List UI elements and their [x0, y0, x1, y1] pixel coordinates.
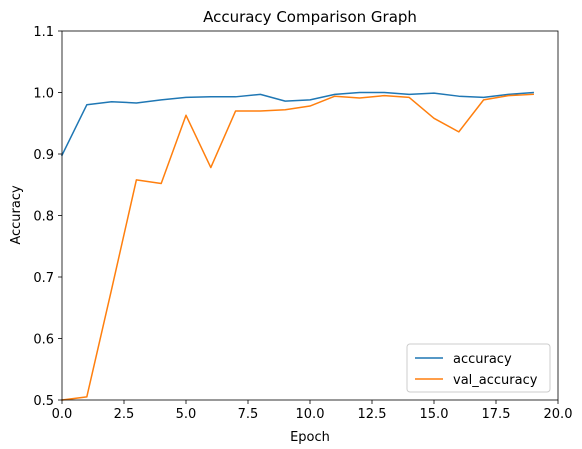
y-tick-label: 0.7: [33, 271, 54, 286]
x-tick-label: 20.0: [544, 407, 573, 422]
y-tick-label: 1.1: [33, 25, 54, 40]
x-tick-label: 10.0: [296, 407, 325, 422]
series-line-val_accuracy: [61, 93, 534, 401]
y-tick-label: 0.6: [33, 333, 54, 348]
legend: accuracy val_accuracy: [406, 343, 551, 393]
x-tick-label: 15.0: [420, 407, 449, 422]
legend-label-accuracy: accuracy: [453, 352, 512, 367]
x-axis-label: Epoch: [290, 430, 330, 445]
legend-label-val_accuracy: val_accuracy: [453, 373, 538, 388]
y-tick-label: 0.5: [33, 394, 54, 409]
y-tick-label: 0.9: [33, 148, 54, 163]
x-tick-label: 12.5: [358, 407, 387, 422]
plot-area: 0.0 2.5 5.0 7.5 10.0 12.5 15.0 17.5 20.0 0.5 0.6 0.…: [33, 25, 572, 422]
x-tick-label: 0.0: [52, 407, 73, 422]
x-tick-label: 17.5: [482, 407, 511, 422]
y-tick-label: 1.0: [33, 87, 54, 102]
series-line-accuracy: [60, 91, 535, 157]
y-tick-label: 0.8: [33, 210, 54, 225]
chart-title: Accuracy Comparison Graph: [203, 8, 417, 26]
legend-box: [406, 343, 551, 393]
y-axis-label: Accuracy: [9, 185, 24, 245]
x-tick-label: 2.5: [114, 407, 135, 422]
x-tick-label: 7.5: [238, 407, 259, 422]
x-tick-label: 5.0: [176, 407, 197, 422]
